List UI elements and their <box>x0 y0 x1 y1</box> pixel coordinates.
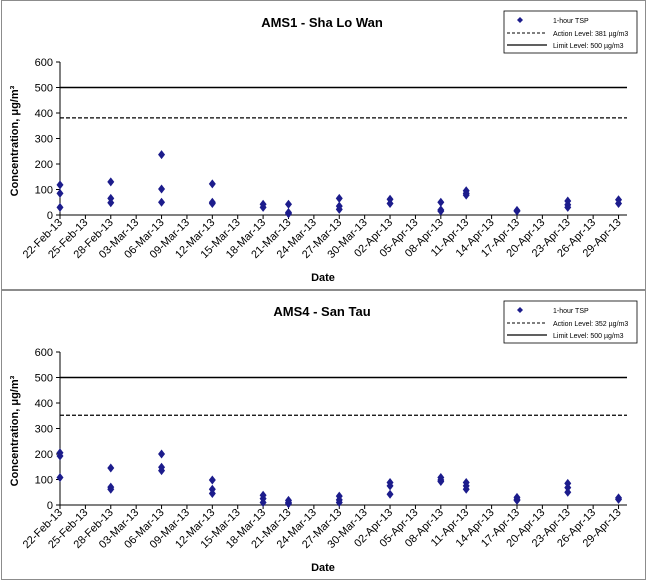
data-point <box>284 199 292 209</box>
data-point <box>564 202 572 212</box>
y-tick-label: 100 <box>35 185 53 197</box>
data-point <box>615 199 623 209</box>
data-point <box>284 499 292 509</box>
chart-ams1: AMS1 - Sha Lo Wan Date Concentration, μg… <box>9 10 638 284</box>
data-point <box>158 449 166 459</box>
y-tick-label: 600 <box>35 347 53 359</box>
data-point <box>208 179 216 189</box>
data-point <box>158 466 166 476</box>
legend: 1-hour TSP Action Level: 381 µg/m3 Limit… <box>503 10 638 54</box>
y-tick-label: 500 <box>35 373 53 385</box>
data-point <box>386 489 394 499</box>
y-tick-label: 600 <box>35 57 53 69</box>
y-axis-title: Concentration, μg/m³ <box>9 375 21 486</box>
data-point <box>386 199 394 209</box>
data-point <box>564 487 572 497</box>
plot-area: 010020030040050060022-Feb-1325-Feb-1328-… <box>21 347 627 551</box>
data-point <box>56 188 64 198</box>
data-point <box>462 484 470 494</box>
data-point <box>107 198 115 208</box>
chart-panel-ams4: AMS4 - San Tau Date Concentration, μg/m³… <box>1 290 646 580</box>
x-axis-title: Date <box>311 562 335 574</box>
data-point <box>56 202 64 212</box>
legend-entry-action: Action Level: 352 µg/m3 <box>553 321 628 328</box>
data-point <box>208 489 216 499</box>
legend: 1-hour TSP Action Level: 352 µg/m3 Limit… <box>503 300 638 344</box>
data-point <box>615 494 623 504</box>
legend-entry-limit: Limit Level: 500 µg/m3 <box>553 43 624 50</box>
data-point <box>462 190 470 200</box>
y-tick-label: 0 <box>47 210 53 222</box>
data-point <box>208 475 216 485</box>
legend-entry-action: Action Level: 381 µg/m3 <box>553 31 628 38</box>
y-tick-label: 0 <box>47 500 53 512</box>
data-point <box>259 202 267 212</box>
data-point <box>513 206 521 216</box>
data-point <box>437 477 445 487</box>
legend-box <box>503 10 638 54</box>
y-tick-label: 400 <box>35 108 53 120</box>
chart-title: AMS1 - Sha Lo Wan <box>261 15 383 30</box>
data-point <box>158 150 166 160</box>
data-point <box>437 206 445 216</box>
data-point <box>107 463 115 473</box>
data-point <box>335 193 343 203</box>
legend-entry-tsp: 1-hour TSP <box>553 18 589 25</box>
chart-ams4: AMS4 - San Tau Date Concentration, μg/m³… <box>9 300 638 574</box>
y-tick-label: 300 <box>35 424 53 436</box>
chart-panel-ams1: AMS1 - Sha Lo Wan Date Concentration, μg… <box>1 0 646 290</box>
data-point <box>158 197 166 207</box>
data-point <box>208 199 216 209</box>
y-tick-label: 200 <box>35 159 53 171</box>
data-point <box>56 451 64 461</box>
legend-diamond-icon <box>517 17 523 23</box>
y-tick-label: 500 <box>35 83 53 95</box>
legend-entry-limit: Limit Level: 500 µg/m3 <box>553 333 624 340</box>
data-point <box>564 483 572 493</box>
y-tick-label: 100 <box>35 475 53 487</box>
chart-title: AMS4 - San Tau <box>273 304 370 319</box>
data-point <box>259 497 267 507</box>
x-axis-title: Date <box>311 272 335 284</box>
y-tick-label: 300 <box>35 134 53 146</box>
legend-entry-tsp: 1-hour TSP <box>553 308 589 315</box>
plot-area: 010020030040050060022-Feb-1325-Feb-1328-… <box>21 57 627 261</box>
data-point <box>107 177 115 187</box>
data-point <box>513 495 521 505</box>
data-point <box>107 484 115 494</box>
y-axis-title: Concentration, μg/m³ <box>9 85 21 196</box>
data-point <box>284 209 292 219</box>
data-point <box>437 197 445 207</box>
legend-box <box>503 300 638 344</box>
legend-diamond-icon <box>517 307 523 313</box>
data-point <box>386 481 394 491</box>
data-point <box>335 497 343 507</box>
y-tick-label: 400 <box>35 398 53 410</box>
y-tick-label: 200 <box>35 449 53 461</box>
data-point <box>158 184 166 194</box>
data-point <box>335 204 343 214</box>
data-point <box>56 472 64 482</box>
data-point <box>56 180 64 190</box>
